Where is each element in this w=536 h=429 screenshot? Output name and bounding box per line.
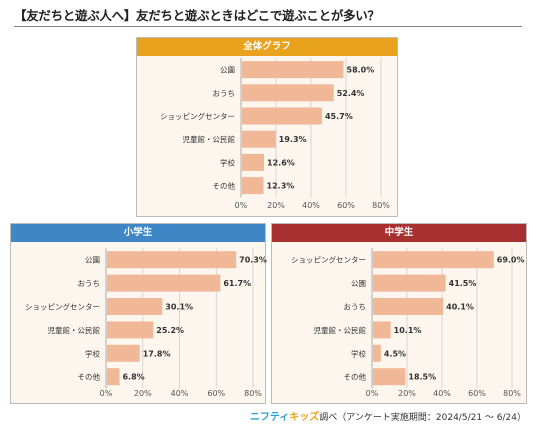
footer-credit: ニフティキッズ調べ（アンケート実施期間：2024/5/21 ～ 6/24） bbox=[250, 408, 526, 423]
panel-middle-school: 中学生 0% 20% 40% 60% 80% ショッピングセンター 69.0% 公園 41.5%… bbox=[271, 223, 527, 404]
bar bbox=[242, 61, 344, 79]
data-label: 45.7% bbox=[325, 112, 353, 121]
tick-label: 40% bbox=[302, 201, 320, 210]
category-label: おうち bbox=[78, 279, 101, 288]
data-label: 58.0% bbox=[347, 66, 375, 75]
chart-1: 0% 20% 40% 60% 80% 公園 70.3% おうち 61.7% ショッピングセンター 3… bbox=[25, 248, 267, 398]
tick-label: 60% bbox=[468, 389, 486, 398]
category-label: おうち bbox=[344, 303, 367, 312]
category-label: その他 bbox=[78, 372, 101, 382]
bar bbox=[107, 321, 154, 339]
panel-middle-school-header: 中学生 bbox=[272, 224, 526, 242]
bar bbox=[373, 321, 391, 339]
data-label: 25.2% bbox=[156, 326, 184, 335]
category-label: ショッピングセンター bbox=[291, 255, 366, 265]
category-label: 学校 bbox=[220, 157, 235, 167]
data-label: 52.4% bbox=[337, 89, 365, 98]
panel-overall: 全体グラフ 0% 20% 40% 60% 80% 公園 58.0% おうち 52.4% ショッピン… bbox=[136, 37, 398, 217]
data-label: 40.1% bbox=[446, 303, 474, 312]
bar bbox=[107, 274, 221, 292]
bar bbox=[373, 344, 381, 362]
bar bbox=[373, 298, 444, 315]
data-label: 41.5% bbox=[449, 279, 477, 288]
data-label: 4.5% bbox=[384, 349, 406, 358]
data-label: 12.6% bbox=[267, 158, 295, 167]
bar bbox=[242, 177, 264, 195]
bar bbox=[107, 251, 237, 269]
tick-label: 60% bbox=[207, 389, 225, 398]
category-label: その他 bbox=[213, 181, 236, 191]
bar bbox=[107, 368, 120, 386]
tick-label: 20% bbox=[398, 389, 416, 398]
chart-0: 0% 20% 40% 60% 80% 公園 58.0% おうち 52.4% ショッピングセンター 4… bbox=[160, 58, 390, 210]
bar bbox=[242, 153, 265, 171]
brand-logo: ニフティキッズ bbox=[249, 412, 320, 423]
category-label: 公園 bbox=[351, 279, 366, 288]
category-label: 学校 bbox=[351, 348, 366, 358]
bar bbox=[242, 84, 334, 102]
category-label: おうち bbox=[213, 89, 236, 98]
bar bbox=[107, 298, 163, 315]
bar bbox=[373, 251, 494, 269]
tick-label: 0% bbox=[100, 389, 113, 398]
bar bbox=[242, 130, 276, 148]
data-label: 69.0% bbox=[497, 256, 525, 265]
category-label: ショッピングセンター bbox=[25, 302, 100, 312]
data-label: 61.7% bbox=[223, 279, 251, 288]
tick-label: 20% bbox=[267, 201, 285, 210]
bar bbox=[373, 368, 406, 386]
panel-elementary-header: 小学生 bbox=[11, 224, 265, 242]
tick-label: 80% bbox=[244, 389, 262, 398]
data-label: 12.3% bbox=[267, 182, 295, 191]
data-label: 70.3% bbox=[239, 256, 267, 265]
tick-label: 40% bbox=[433, 389, 451, 398]
panel-overall-header: 全体グラフ bbox=[137, 38, 397, 56]
category-label: 児童館・公民館 bbox=[314, 325, 367, 335]
data-label: 17.8% bbox=[143, 349, 171, 358]
data-label: 19.3% bbox=[279, 135, 307, 144]
chart-2: 0% 20% 40% 60% 80% ショッピングセンター 69.0% 公園 41.5% おうち 4… bbox=[291, 248, 525, 398]
bar bbox=[242, 107, 322, 125]
page-title: 【友だちと遊ぶ人へ】友だちと遊ぶときはどこで遊ぶことが多い？ bbox=[14, 8, 380, 23]
panel-elementary: 小学生 0% 20% 40% 60% 80% 公園 70.3% おうち 61.7% ショッピングセ… bbox=[10, 223, 267, 404]
tick-label: 40% bbox=[171, 389, 189, 398]
bar bbox=[373, 274, 446, 292]
tick-label: 80% bbox=[372, 201, 390, 210]
tick-label: 20% bbox=[134, 389, 152, 398]
tick-label: 0% bbox=[366, 389, 379, 398]
category-label: 児童館・公民館 bbox=[48, 325, 101, 335]
data-label: 18.5% bbox=[408, 373, 436, 382]
title-divider bbox=[14, 26, 522, 27]
category-label: 公園 bbox=[85, 256, 100, 265]
data-label: 6.8% bbox=[122, 373, 144, 382]
tick-label: 80% bbox=[503, 389, 521, 398]
category-label: 公園 bbox=[220, 66, 235, 75]
category-label: 学校 bbox=[85, 348, 100, 358]
data-label: 30.1% bbox=[165, 303, 193, 312]
bar bbox=[107, 344, 140, 362]
category-label: ショッピングセンター bbox=[160, 111, 235, 121]
category-label: 児童館・公民館 bbox=[183, 134, 236, 144]
tick-label: 0% bbox=[235, 201, 248, 210]
footer-text: 調べ（アンケート実施期間：2024/5/21 ～ 6/24） bbox=[319, 413, 526, 423]
data-label: 10.1% bbox=[394, 326, 422, 335]
category-label: その他 bbox=[344, 372, 367, 382]
tick-label: 60% bbox=[337, 201, 355, 210]
